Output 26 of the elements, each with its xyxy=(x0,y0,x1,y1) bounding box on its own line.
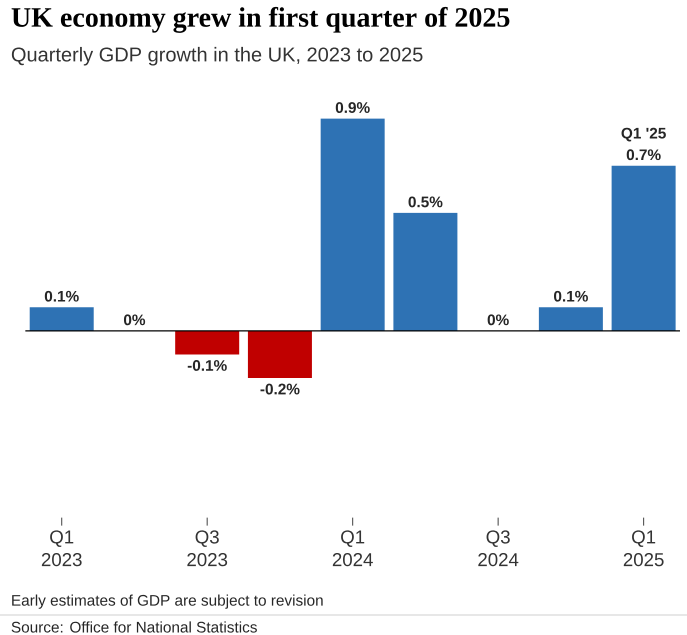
data-label: 0.5% xyxy=(408,196,442,208)
x-tick-label: Q3 2023 xyxy=(187,530,228,566)
chart-subtitle: Quarterly GDP growth in the UK, 2023 to 2025 xyxy=(12,46,422,66)
source-note: Source: Office for National Statistics xyxy=(12,621,257,633)
text: Early estimates of GDP are subject to revision xyxy=(12,594,323,609)
data-label: 0.7% xyxy=(626,149,661,160)
bar xyxy=(30,307,94,331)
x-tick-label: Q1 2024 xyxy=(332,530,373,566)
x-tick-label: Q3 2024 xyxy=(478,530,518,566)
annotation: Q1 '25 xyxy=(622,128,666,142)
data-label: 0.9% xyxy=(336,102,370,113)
data-label: 0% xyxy=(488,314,509,326)
bar xyxy=(175,330,240,354)
data-label: 0.1% xyxy=(554,290,588,302)
x-tick-label: Q1 2025 xyxy=(624,530,664,566)
bar xyxy=(538,307,603,331)
bar xyxy=(612,166,676,331)
data-label: -0.2% xyxy=(260,384,300,394)
bar xyxy=(393,212,458,331)
data-label: 0% xyxy=(124,314,146,326)
bar xyxy=(320,118,385,331)
data-label: -0.1% xyxy=(188,360,227,371)
x-tick-label: Q1 2023 xyxy=(42,530,82,566)
data-label: 0.1% xyxy=(44,290,79,302)
bar xyxy=(248,330,312,378)
chart-title: UK economy grew in first quarter of 2025 xyxy=(12,6,510,33)
